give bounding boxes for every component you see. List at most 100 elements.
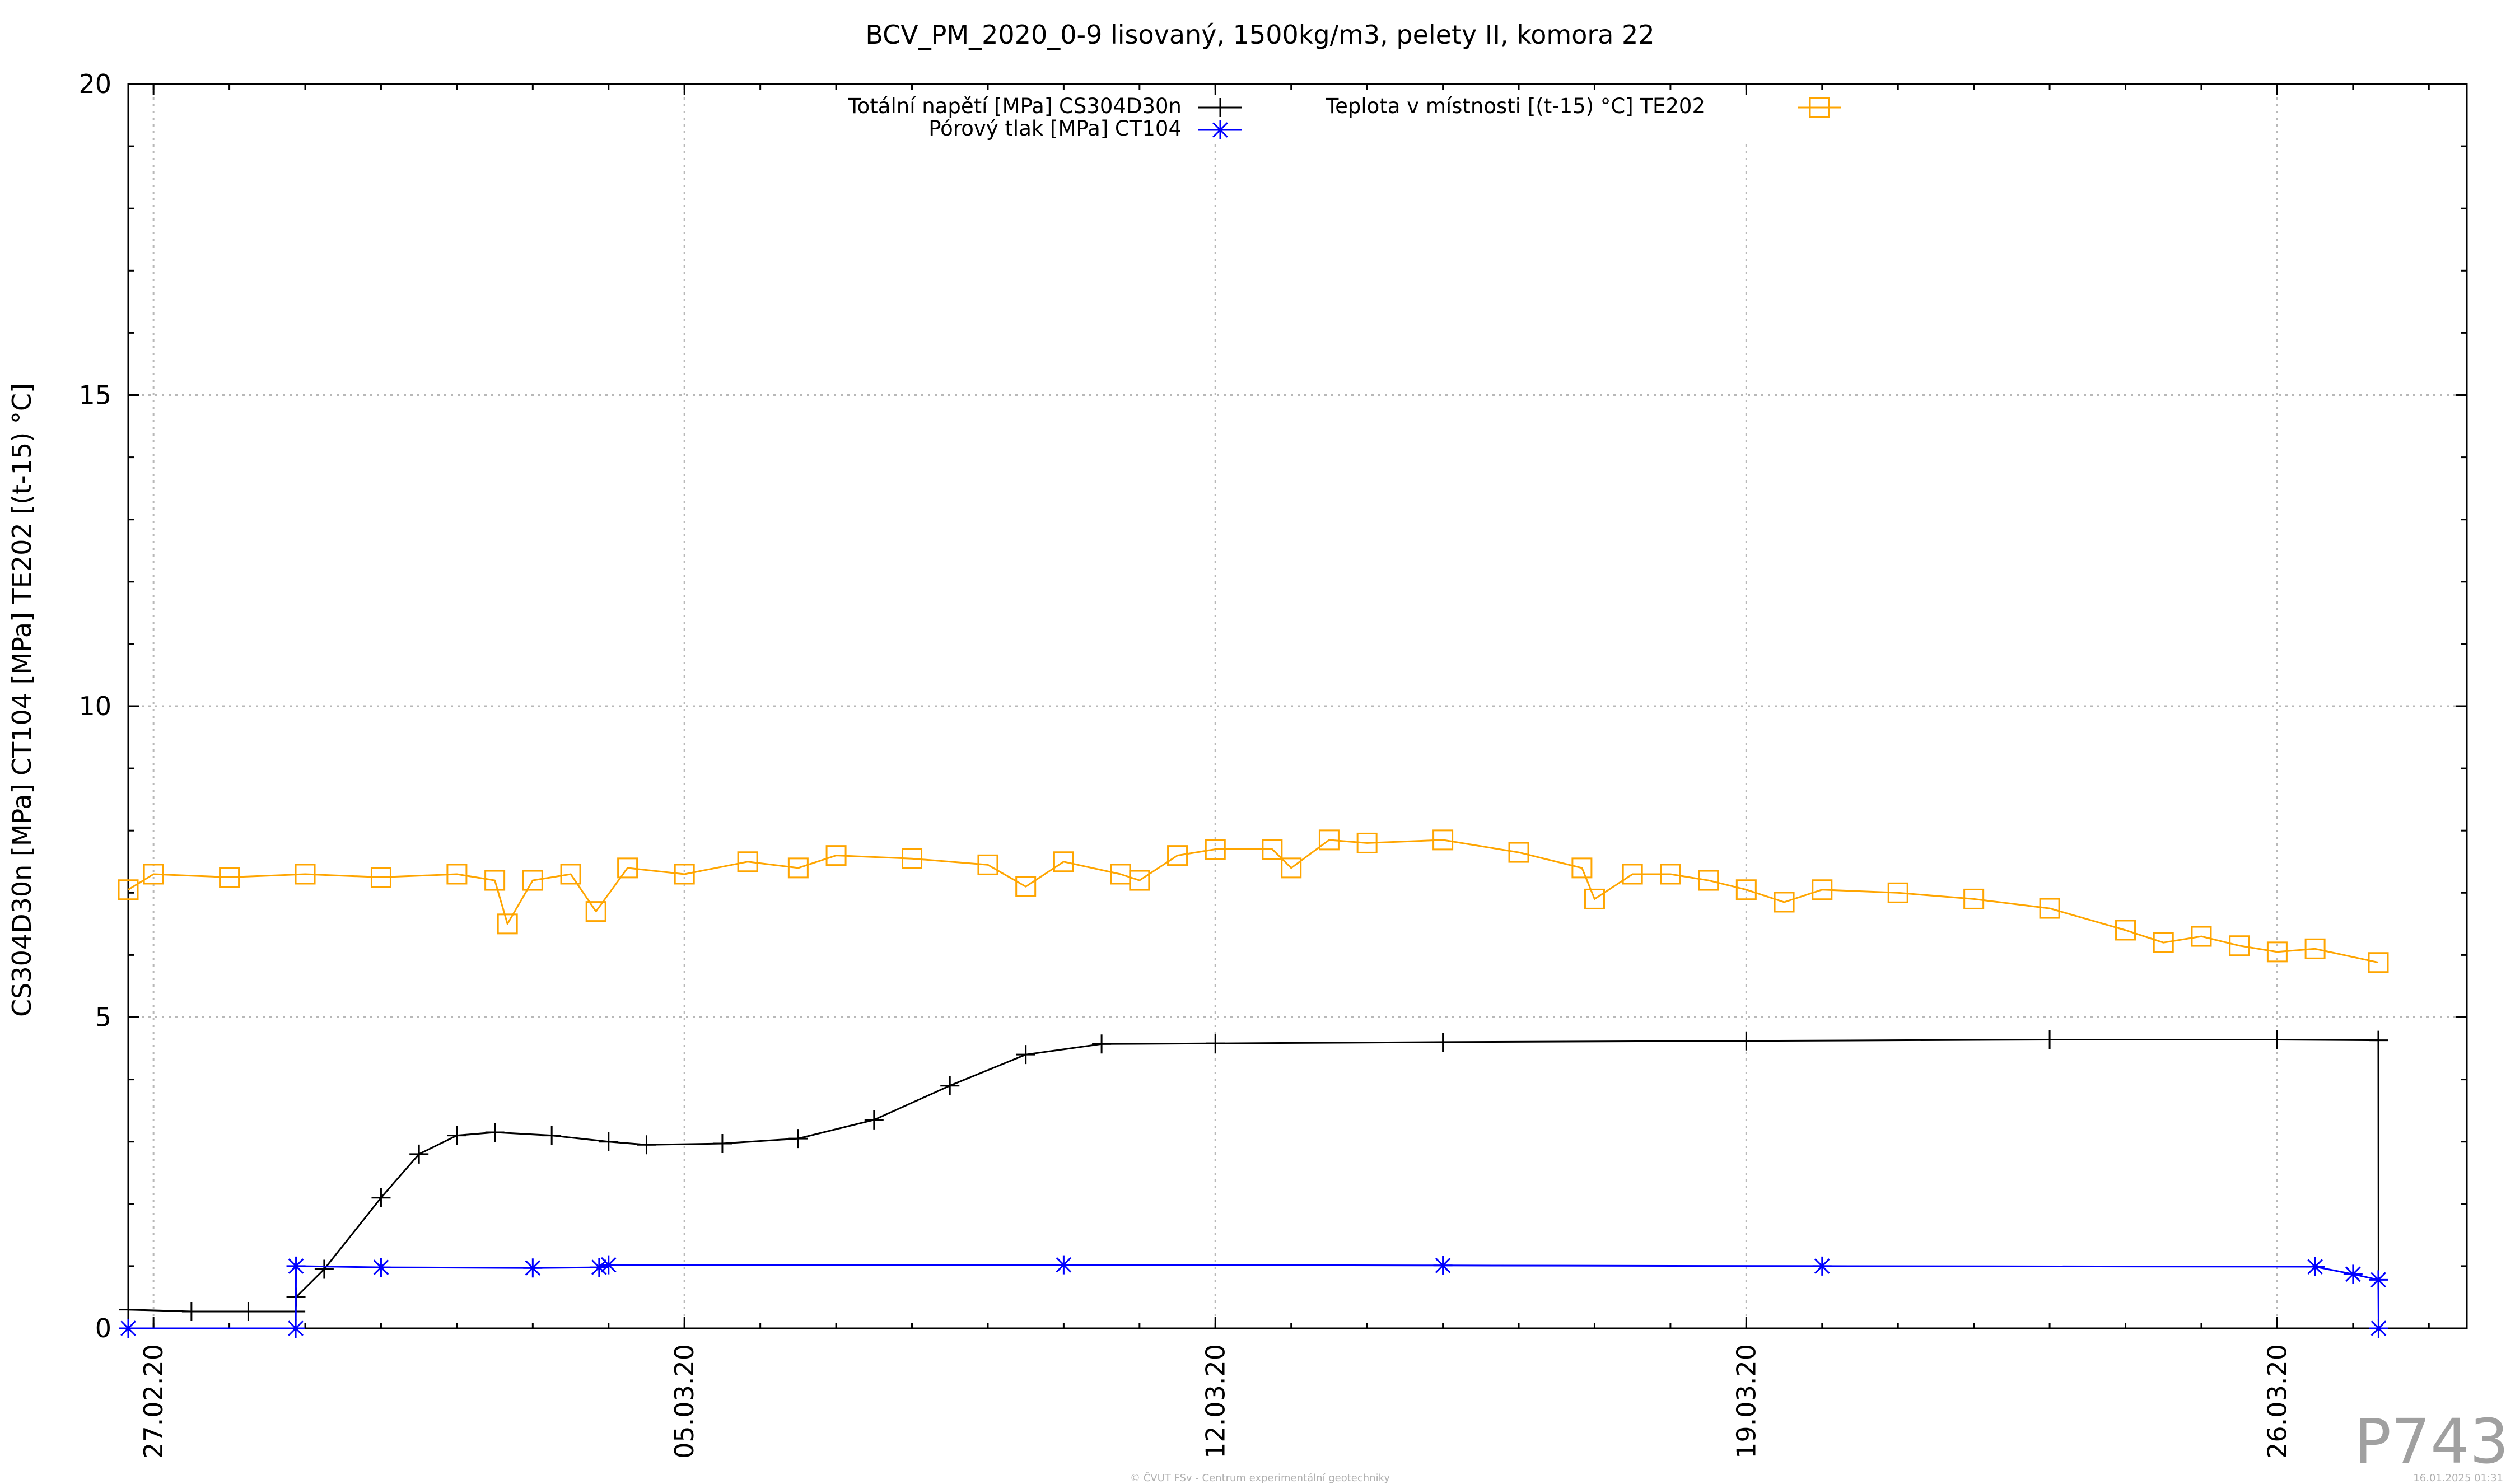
data-point <box>1211 98 1230 117</box>
marker-square <box>1660 864 1681 885</box>
marker-plus <box>2368 1030 2388 1050</box>
marker-square <box>1809 97 1830 118</box>
data-point <box>295 864 316 885</box>
marker-plus <box>371 1188 391 1207</box>
data-point <box>219 867 240 888</box>
data-point <box>286 1319 306 1338</box>
data-point <box>286 1256 306 1276</box>
legend-label: Totální napětí [MPa] CS304D30n <box>847 94 1182 118</box>
series-line <box>128 1264 2379 1329</box>
marker-plus <box>940 1076 960 1095</box>
marker-plus <box>2267 1030 2287 1049</box>
marker-plus <box>2040 1030 2060 1049</box>
marker-square <box>2229 935 2250 956</box>
y-axis-label: CS304D30n [MPa] CT104 [MPa] TE202 [(t-15… <box>7 383 37 1017</box>
marker-square <box>2039 898 2060 919</box>
marker-square <box>522 870 543 891</box>
marker-square <box>674 864 695 885</box>
y-tick-label: 0 <box>95 1313 111 1343</box>
marker-square <box>295 864 316 885</box>
data-point <box>1205 839 1226 860</box>
marker-square <box>497 913 518 935</box>
marker-square <box>446 864 468 885</box>
x-tick-label: 12.03.20 <box>1200 1344 1230 1459</box>
marker-plus <box>119 1300 138 1319</box>
marker-star <box>286 1256 306 1276</box>
marker-square <box>370 867 391 888</box>
y-tick-label: 5 <box>95 1002 111 1033</box>
marker-square <box>1281 857 1302 879</box>
data-point <box>370 867 391 888</box>
marker-star <box>1211 120 1230 139</box>
data-point <box>1092 1034 1112 1054</box>
marker-square <box>2368 952 2389 973</box>
marker-square <box>1432 829 1454 851</box>
marker-square <box>1887 882 1908 903</box>
legend-entry-2: Pórový tlak [MPa] CT104 <box>928 116 1242 141</box>
marker-plus <box>1211 98 1230 117</box>
data-point <box>1774 892 1795 913</box>
marker-square <box>2266 941 2288 963</box>
data-point <box>181 1302 201 1321</box>
marker-square <box>1015 876 1037 897</box>
data-point <box>1584 888 1605 909</box>
x-tick-label: 19.03.20 <box>1731 1344 1761 1459</box>
data-point <box>787 857 809 879</box>
data-point <box>902 848 923 869</box>
chart-title: BCV_PM_2020_0-9 lisovaný, 1500kg/m3, pel… <box>865 20 1654 50</box>
data-point <box>2343 1264 2363 1284</box>
marker-star <box>523 1258 543 1278</box>
data-point <box>1622 864 1643 885</box>
marker-square <box>484 870 506 891</box>
data-point <box>2153 932 2174 953</box>
data-point <box>1016 1045 1035 1065</box>
marker-star <box>286 1319 306 1338</box>
data-point <box>2229 935 2250 956</box>
data-point <box>1812 1256 1832 1276</box>
marker-square <box>977 854 998 875</box>
data-point <box>2039 898 2060 919</box>
data-point <box>1318 829 1340 851</box>
data-point <box>1571 857 1593 879</box>
data-point <box>1211 120 1230 139</box>
data-point <box>1433 1032 1453 1052</box>
marker-plus <box>1092 1034 1112 1054</box>
data-point <box>560 864 581 885</box>
data-point <box>1963 888 1985 909</box>
marker-star <box>371 1258 391 1277</box>
data-point <box>523 1258 543 1278</box>
data-point <box>314 1259 334 1279</box>
marker-square <box>1774 892 1795 913</box>
legend-entry-1: Totální napětí [MPa] CS304D30n <box>847 94 1242 118</box>
marker-square <box>1356 832 1378 853</box>
data-point <box>589 1258 609 1277</box>
marker-plus <box>1737 1031 1756 1051</box>
data-point <box>2191 926 2212 947</box>
footer-copyright: © ČVUT FSv - Centrum experimentální geot… <box>1130 1472 1390 1484</box>
marker-plus <box>1206 1034 1225 1053</box>
data-point <box>542 1126 562 1145</box>
data-point <box>617 857 638 879</box>
marker-square <box>1318 829 1340 851</box>
series-layer <box>118 829 2389 1338</box>
marker-square <box>1262 839 1283 860</box>
data-point <box>143 864 164 885</box>
marker-square <box>617 857 638 879</box>
marker-square <box>1622 864 1643 885</box>
data-point <box>825 845 847 866</box>
data-point <box>497 913 518 935</box>
y-tick-label: 10 <box>78 691 111 721</box>
data-point <box>1433 1256 1453 1275</box>
marker-plus <box>239 1302 258 1321</box>
data-point <box>637 1135 656 1155</box>
data-point <box>1737 1031 1756 1051</box>
marker-square <box>902 848 923 869</box>
data-point <box>1812 879 1833 900</box>
marker-square <box>825 845 847 866</box>
data-point <box>674 864 695 885</box>
data-point <box>371 1258 391 1277</box>
data-point <box>1809 97 1830 118</box>
marker-plus <box>1433 1032 1453 1052</box>
data-point <box>2306 1257 2325 1277</box>
